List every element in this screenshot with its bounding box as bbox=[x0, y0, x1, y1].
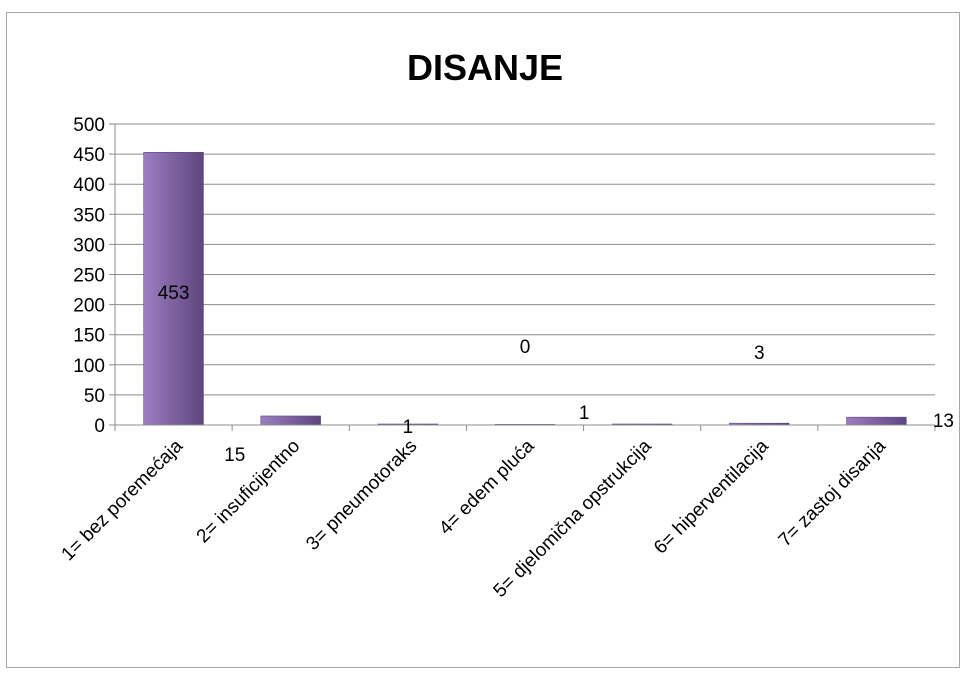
y-axis-ticks: 0 50 100 150 200 250 300 350 400 450 500 bbox=[73, 115, 115, 437]
data-label: 13 bbox=[933, 411, 954, 432]
category-label: 1= bez poremećaja bbox=[58, 435, 188, 565]
data-label: 15 bbox=[224, 445, 245, 466]
category-label: 3= pneumotoraks bbox=[302, 436, 421, 555]
y-tick-label: 100 bbox=[73, 356, 105, 377]
bars bbox=[143, 151, 907, 426]
y-tick-label: 400 bbox=[73, 175, 105, 196]
y-tick-label: 300 bbox=[73, 235, 105, 256]
bar bbox=[846, 416, 907, 426]
y-tick-label: 0 bbox=[94, 416, 105, 437]
y-tick-label: 350 bbox=[73, 205, 105, 226]
bar bbox=[143, 151, 204, 426]
y-tick-label: 50 bbox=[84, 386, 105, 407]
y-tick-label: 450 bbox=[73, 145, 105, 166]
data-label: 1 bbox=[403, 417, 414, 438]
y-tick-label: 150 bbox=[73, 326, 105, 347]
category-label: 6= hiperventilacija bbox=[650, 435, 773, 558]
data-label: 1 bbox=[579, 403, 590, 424]
y-tick-label: 200 bbox=[73, 296, 105, 317]
y-tick-label: 250 bbox=[73, 266, 105, 287]
chart-title: DISANJE bbox=[407, 47, 563, 88]
gridlines bbox=[115, 123, 935, 396]
category-label: 4= edem pluća bbox=[435, 435, 539, 539]
data-label: 453 bbox=[158, 283, 190, 304]
category-label: 2= insuficijentno bbox=[193, 436, 305, 548]
axes bbox=[114, 124, 936, 431]
data-label: 3 bbox=[754, 343, 765, 364]
y-tick-label: 500 bbox=[73, 115, 105, 136]
bar bbox=[260, 415, 321, 426]
category-label: 7= zastoj disanja bbox=[775, 435, 891, 551]
data-label: 0 bbox=[520, 337, 531, 358]
